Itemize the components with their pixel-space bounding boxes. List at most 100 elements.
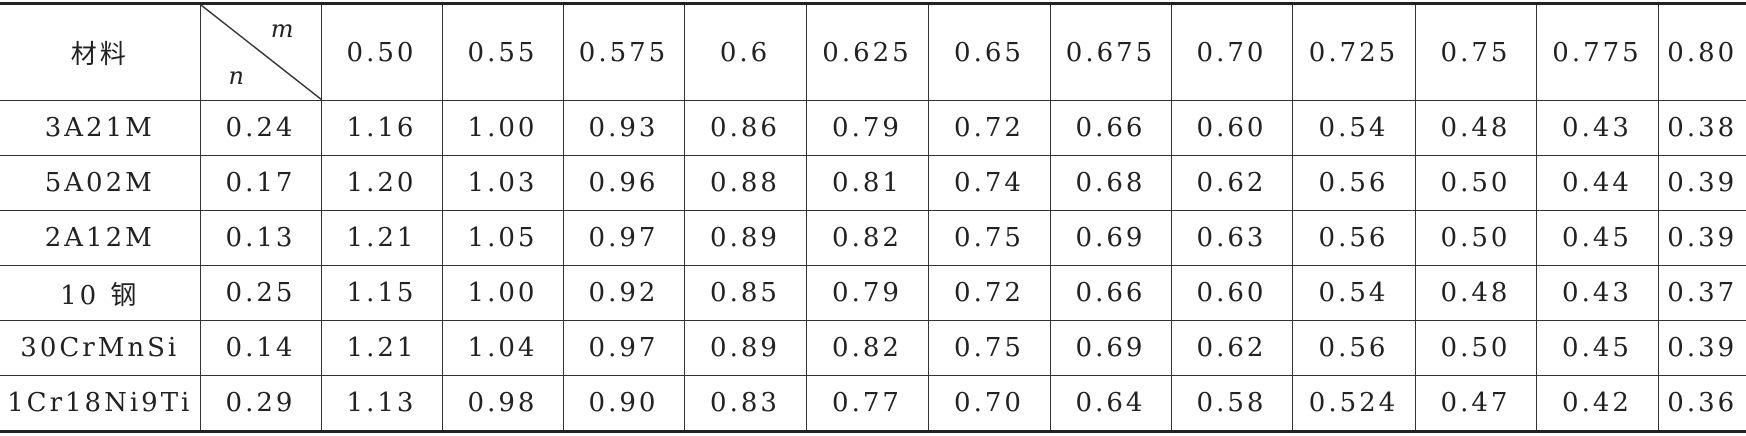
value-cell: 0.82 [805, 210, 928, 266]
value-cell: 0.50 [1414, 210, 1536, 266]
value-cell: 0.43 [1535, 100, 1658, 156]
n-cell: 0.13 [199, 210, 321, 266]
header-cell: 0.625 [805, 3, 928, 101]
value-cell: 0.54 [1291, 100, 1415, 156]
n-cell: 0.24 [199, 100, 321, 156]
value-cell: 0.56 [1291, 155, 1415, 211]
header-cell: 0.6 [683, 3, 806, 101]
header-cell: 材料 [70, 40, 129, 70]
value-cell: 0.39 [1657, 320, 1746, 376]
material-cell: 3A21M [0, 100, 200, 156]
material-cell: 2A12M [0, 210, 200, 266]
value-cell: 0.50 [1414, 320, 1536, 376]
value-cell: 0.79 [805, 265, 928, 321]
diagonal-header-cell: m n [199, 3, 321, 101]
value-cell: 0.98 [441, 375, 563, 432]
value-cell: 0.88 [683, 155, 806, 211]
value-cell: 0.60 [1170, 100, 1292, 156]
value-cell: 0.39 [1657, 155, 1746, 211]
header-cell: 0.775 [1535, 3, 1658, 101]
value-cell: 0.70 [927, 375, 1050, 432]
value-cell: 0.85 [683, 265, 806, 321]
value-cell: 0.524 [1291, 375, 1415, 432]
value-cell: 1.05 [441, 210, 563, 266]
value-cell: 0.43 [1535, 265, 1658, 321]
header-cell: 0.75 [1414, 3, 1536, 101]
value-cell: 0.74 [927, 155, 1050, 211]
n-label: n [228, 62, 247, 90]
value-cell: 0.66 [1049, 100, 1171, 156]
n-cell: 0.29 [199, 375, 321, 432]
value-cell: 0.50 [1414, 155, 1536, 211]
header-cell: 0.65 [927, 3, 1050, 101]
value-cell: 0.93 [562, 100, 684, 156]
value-cell: 0.56 [1291, 210, 1415, 266]
value-cell: 0.89 [683, 210, 806, 266]
value-cell: 1.00 [441, 265, 563, 321]
header-cell: 0.50 [320, 3, 442, 101]
value-cell: 0.39 [1657, 210, 1746, 266]
n-cell: 0.17 [199, 155, 321, 211]
value-cell: 1.04 [441, 320, 563, 376]
value-cell: 1.20 [320, 155, 442, 211]
header-cell: 0.575 [562, 3, 684, 101]
value-cell: 0.60 [1170, 265, 1292, 321]
value-cell: 1.13 [320, 375, 442, 432]
value-cell: 0.58 [1170, 375, 1292, 432]
value-cell: 0.63 [1170, 210, 1292, 266]
value-cell: 0.82 [805, 320, 928, 376]
value-cell: 0.37 [1657, 265, 1746, 321]
n-cell: 0.14 [199, 320, 321, 376]
header-row: 材料 m n 0.50 0.55 0.575 0.6 0.625 0.65 0.675 0.7… [0, 3, 1746, 101]
value-cell: 1.15 [320, 265, 442, 321]
value-cell: 0.81 [805, 155, 928, 211]
table-row: 3A21M 0.24 1.16 1.00 0.93 0.86 0.79 0.72 0.66 0.6… [0, 100, 1746, 156]
value-cell: 0.42 [1535, 375, 1658, 432]
value-cell: 0.48 [1414, 265, 1536, 321]
value-cell: 0.62 [1170, 320, 1292, 376]
value-cell: 1.21 [320, 320, 442, 376]
value-cell: 0.83 [683, 375, 806, 432]
value-cell: 1.16 [320, 100, 442, 156]
value-cell: 0.69 [1049, 320, 1171, 376]
value-cell: 1.00 [441, 100, 563, 156]
n-cell: 0.25 [199, 265, 321, 321]
header-cell: 0.70 [1170, 3, 1292, 101]
diagonal-line [201, 5, 321, 100]
material-cell: 1Cr18Ni9Ti [0, 375, 200, 432]
value-cell: 0.97 [562, 320, 684, 376]
header-cell: 0.55 [441, 3, 563, 101]
value-cell: 0.68 [1049, 155, 1171, 211]
value-cell: 0.72 [927, 265, 1050, 321]
header-cell: 0.80 [1657, 3, 1746, 101]
value-cell: 0.90 [562, 375, 684, 432]
value-cell: 0.77 [805, 375, 928, 432]
value-cell: 0.48 [1414, 100, 1536, 156]
value-cell: 0.44 [1535, 155, 1658, 211]
table-row: 1Cr18Ni9Ti 0.29 1.13 0.98 0.90 0.83 0.77 0.70 0.… [0, 375, 1746, 432]
value-cell: 0.56 [1291, 320, 1415, 376]
value-cell: 0.97 [562, 210, 684, 266]
value-cell: 0.89 [683, 320, 806, 376]
value-cell: 0.86 [683, 100, 806, 156]
value-cell: 0.36 [1657, 375, 1746, 432]
value-cell: 0.66 [1049, 265, 1171, 321]
value-cell: 0.75 [927, 320, 1050, 376]
header-cell: 0.725 [1291, 3, 1415, 101]
material-cell: 5A02M [0, 155, 200, 211]
value-cell: 1.21 [320, 210, 442, 266]
value-cell: 0.64 [1049, 375, 1171, 432]
table-row: 10 钢 0.25 1.15 1.00 0.92 0.85 0.79 0.72 0.66 0.60… [0, 265, 1746, 321]
material-cell: 30CrMnSi [0, 320, 200, 376]
header-cell: 0.675 [1049, 3, 1171, 101]
value-cell: 0.92 [562, 265, 684, 321]
value-cell: 0.38 [1657, 100, 1746, 156]
value-cell: 1.03 [441, 155, 563, 211]
table-row: 2A12M 0.13 1.21 1.05 0.97 0.89 0.82 0.75 0.69 0.6… [0, 210, 1746, 266]
table-row: 5A02M 0.17 1.20 1.03 0.96 0.88 0.81 0.74 0.68 0.6… [0, 155, 1746, 211]
value-cell: 0.79 [805, 100, 928, 156]
value-cell: 0.96 [562, 155, 684, 211]
value-cell: 0.69 [1049, 210, 1171, 266]
